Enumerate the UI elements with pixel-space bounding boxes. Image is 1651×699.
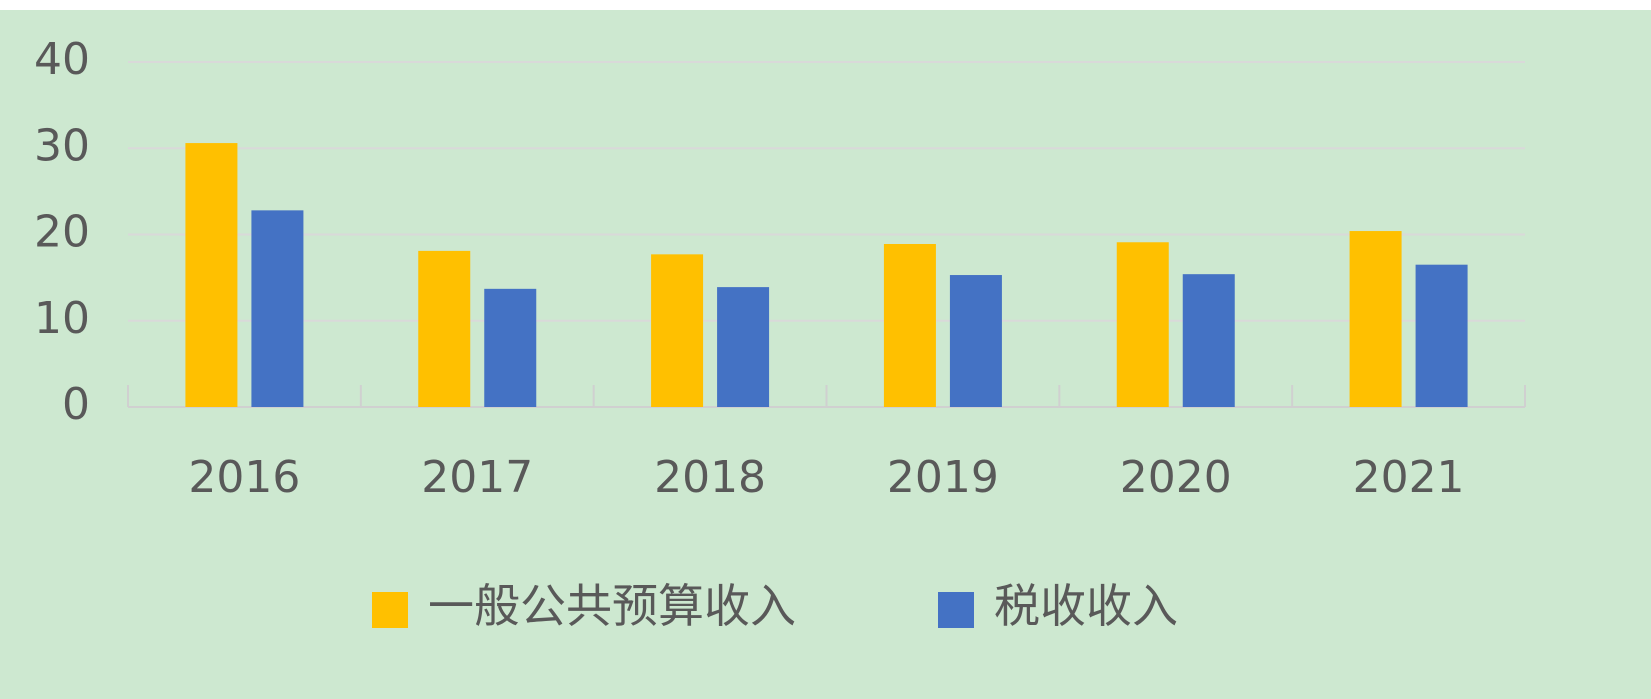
bar	[1116, 242, 1169, 407]
bar	[185, 143, 238, 407]
bar	[717, 287, 770, 407]
bar	[418, 250, 471, 407]
bar	[949, 275, 1002, 407]
bar	[1182, 274, 1235, 407]
y-tick-label: 30	[34, 120, 90, 171]
x-tick-label: 2019	[887, 452, 999, 503]
x-tick-label: 2018	[654, 452, 766, 503]
bar	[883, 243, 936, 407]
plot-background	[0, 10, 1651, 699]
legend-label: 税收收入	[994, 579, 1178, 633]
legend-swatch	[938, 592, 974, 628]
y-tick-label: 0	[62, 379, 90, 430]
bar	[251, 210, 304, 407]
bar	[651, 254, 704, 407]
x-tick-label: 2021	[1353, 452, 1465, 503]
bar	[1415, 264, 1468, 407]
y-tick-label: 40	[34, 34, 90, 85]
x-tick-label: 2020	[1120, 452, 1232, 503]
legend-swatch	[372, 592, 408, 628]
legend-label: 一般公共预算收入	[428, 579, 796, 633]
y-tick-label: 10	[34, 293, 90, 344]
bar	[1349, 231, 1402, 407]
bar	[484, 288, 537, 407]
x-tick-label: 2016	[188, 452, 300, 503]
x-tick-label: 2017	[421, 452, 533, 503]
y-tick-label: 20	[34, 207, 90, 258]
